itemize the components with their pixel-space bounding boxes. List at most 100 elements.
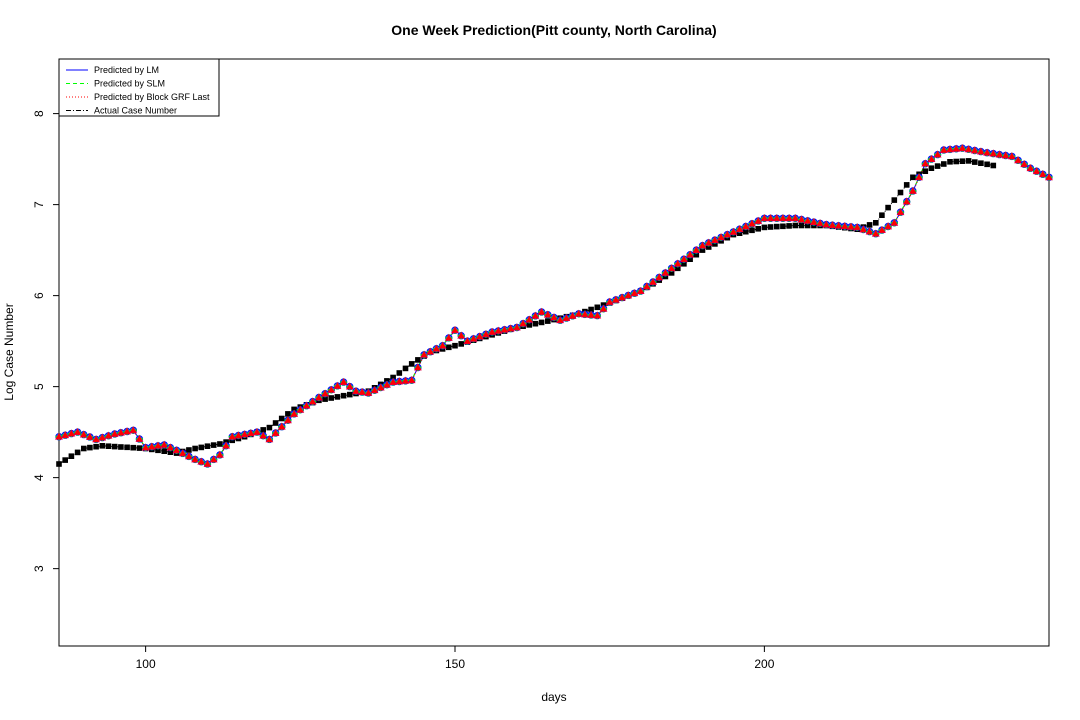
grf-point — [680, 254, 688, 263]
grf-point — [141, 443, 150, 451]
grf-point — [624, 291, 633, 299]
y-tick-label-0: 3 — [32, 565, 46, 572]
x-tick-label-1: 150 — [445, 657, 465, 671]
chart-title: One Week Prediction(Pitt county, North C… — [391, 22, 716, 38]
grf-point — [246, 429, 255, 437]
actual-point — [675, 265, 681, 272]
grf-point — [964, 145, 973, 153]
grf-point — [723, 230, 732, 238]
grf-point — [308, 397, 317, 405]
actual-point — [161, 448, 167, 454]
grf-point — [543, 310, 552, 318]
actual-point — [897, 189, 904, 196]
grf-point — [154, 441, 162, 449]
grf-point — [878, 225, 886, 233]
actual-point — [873, 220, 879, 226]
actual-point — [804, 222, 811, 229]
grf-point — [166, 443, 175, 451]
y-tick-label-2: 5 — [32, 383, 46, 390]
grf-point — [191, 455, 200, 463]
actual-point — [699, 247, 706, 253]
grf-point — [797, 215, 806, 223]
axis-ticks: 100 150 200 3 4 5 6 7 8 — [32, 110, 775, 671]
actual-point — [334, 394, 341, 400]
legend-label-3: Actual Case Number — [94, 106, 177, 116]
grf-point — [710, 235, 719, 244]
actual-point — [278, 415, 285, 422]
actual-point — [111, 443, 118, 450]
actual-point — [903, 182, 910, 188]
grf-point — [79, 430, 88, 438]
grf-point — [475, 332, 484, 340]
grf-point — [129, 426, 138, 434]
grf-point — [847, 222, 855, 230]
grf-point — [73, 427, 82, 436]
actual-point — [272, 420, 279, 426]
grf-point — [314, 393, 323, 401]
actual-point — [93, 443, 99, 450]
grf-point — [871, 229, 880, 237]
grf-point — [568, 311, 577, 319]
grf-point — [809, 217, 818, 225]
grf-point — [438, 341, 447, 349]
grf-point — [630, 289, 639, 297]
grf-point — [902, 197, 911, 205]
actual-point — [452, 342, 458, 349]
grf-point — [642, 282, 651, 290]
predicted-points — [55, 143, 1053, 468]
grf-point — [754, 216, 763, 224]
grf-point — [389, 377, 398, 385]
grf-point — [667, 264, 676, 272]
actual-point — [774, 223, 780, 230]
actual-point — [198, 444, 205, 451]
actual-point — [885, 204, 891, 211]
grf-point — [401, 376, 410, 384]
grf-point — [110, 429, 119, 437]
grf-point — [599, 304, 608, 312]
actual-point — [217, 441, 223, 447]
actual-point — [347, 391, 353, 398]
grf-point — [939, 145, 948, 153]
grf-point — [376, 383, 385, 391]
actual-point — [780, 223, 786, 230]
grf-point — [952, 144, 961, 152]
actual-point — [668, 270, 675, 276]
actual-point — [990, 162, 997, 169]
grf-point — [123, 427, 131, 435]
actual-point — [693, 251, 700, 258]
grf-point — [444, 333, 453, 341]
grf-point — [265, 435, 274, 443]
actual-point — [396, 370, 403, 376]
grf-point — [766, 214, 775, 222]
grf-point — [692, 245, 701, 254]
grf-point — [636, 286, 645, 294]
actual-point — [984, 161, 990, 168]
actual-point — [56, 461, 62, 467]
grf-point — [228, 432, 237, 440]
grf-point — [760, 214, 769, 222]
series-line-actual — [58, 160, 994, 465]
grf-point — [735, 224, 744, 233]
actual-point — [322, 396, 328, 402]
grf-point — [562, 313, 571, 321]
grf-point — [104, 431, 113, 439]
grf-point — [432, 344, 441, 352]
grf-point — [741, 222, 750, 230]
grf-point — [556, 315, 565, 324]
actual-point — [934, 163, 941, 169]
grf-point — [519, 319, 527, 327]
actual-point — [749, 227, 755, 234]
grf-point — [185, 452, 193, 460]
actual-point — [910, 174, 916, 181]
grf-point — [890, 218, 899, 226]
grf-point — [785, 214, 794, 222]
grf-point — [958, 143, 967, 152]
actual-point — [978, 160, 984, 166]
grf-point — [259, 431, 268, 439]
actual-point — [87, 444, 93, 451]
y-tick-label-3: 6 — [32, 292, 46, 299]
grf-point — [172, 446, 181, 454]
grf-point — [222, 441, 230, 449]
grf-point — [1032, 167, 1041, 175]
